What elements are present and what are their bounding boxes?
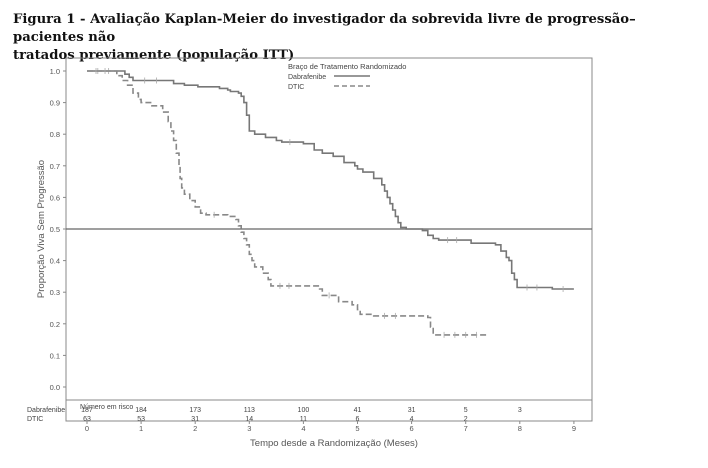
x-tick-label: 7 (464, 424, 468, 433)
risk-row-label-dabrafenibe: Dabrafenibe (27, 407, 65, 414)
y-tick-label: 0.0 (50, 383, 60, 392)
series-line-dabrafenibe (87, 70, 574, 290)
y-tick-label: 0.8 (50, 130, 60, 139)
legend: Braço de Tratamento Randomizado Dabrafen… (288, 62, 406, 91)
legend-title: Braço de Tratamento Randomizado (288, 62, 406, 71)
caption-line-1: Figura 1 - Avaliação Kaplan-Meier do inv… (13, 12, 636, 45)
x-tick-label: 3 (247, 424, 251, 433)
x-tick-label: 4 (301, 424, 305, 433)
risk-value: 41 (354, 407, 362, 414)
y-tick-label: 0.5 (50, 225, 60, 234)
risk-value: 3 (518, 407, 522, 414)
x-tick-label: 5 (355, 424, 359, 433)
x-axis: 0 1 2 3 4 5 6 7 8 9 (85, 421, 576, 433)
risk-value: 6 (356, 416, 360, 423)
x-tick-label: 6 (410, 424, 414, 433)
risk-value: 14 (245, 416, 253, 423)
legend-entry-dabrafenibe: Dabrafenibe (288, 74, 326, 81)
risk-value: 53 (137, 416, 145, 423)
risk-value: 31 (191, 416, 199, 423)
risk-value: 2 (464, 416, 468, 423)
legend-entry-dtic: DTIC (288, 84, 304, 91)
risk-value: 100 (298, 407, 310, 414)
x-axis-label: Tempo desde a Randomização (Meses) (250, 438, 418, 449)
risk-value: 11 (300, 416, 307, 423)
risk-value: 31 (408, 407, 416, 414)
x-tick-label: 0 (85, 424, 89, 433)
y-axis: 0.0 0.1 0.2 0.3 0.4 0.5 0.6 0.7 0.8 0.9 1.0 (50, 67, 66, 392)
risk-value: 5 (464, 407, 468, 414)
risk-value: 173 (189, 407, 201, 414)
risk-value: 63 (83, 416, 91, 423)
x-tick-label: 9 (572, 424, 576, 433)
risk-value: 113 (244, 407, 255, 414)
y-tick-label: 0.1 (50, 351, 60, 360)
risk-value: 184 (135, 407, 147, 414)
risk-value: 187 (81, 407, 93, 414)
x-tick-label: 8 (518, 424, 522, 433)
plot-frame (65, 57, 593, 422)
caption-line-2: tratados previamente (população ITT) (13, 48, 295, 63)
x-tick-label: 2 (193, 424, 197, 433)
y-tick-label: 0.3 (50, 288, 60, 297)
figure-caption: Figura 1 - Avaliação Kaplan-Meier do inv… (13, 11, 703, 65)
series-layer (87, 68, 574, 338)
x-tick-label: 1 (139, 424, 143, 433)
risk-table: Número em risco Dabrafenibe DTIC 187 184 1… (27, 404, 522, 423)
y-tick-label: 0.6 (50, 193, 60, 202)
risk-table-title: Número em risco (80, 404, 133, 411)
y-tick-label: 0.9 (50, 99, 60, 108)
series-line-dtic (87, 70, 488, 336)
risk-value: 4 (410, 416, 414, 423)
y-tick-label: 1.0 (50, 67, 60, 76)
risk-row-label-dtic: DTIC (27, 416, 43, 423)
y-tick-label: 0.2 (50, 320, 60, 329)
y-tick-label: 0.7 (50, 162, 60, 171)
y-axis-label: Proporção Viva Sem Progressão (36, 160, 47, 298)
y-tick-label: 0.4 (50, 257, 60, 266)
